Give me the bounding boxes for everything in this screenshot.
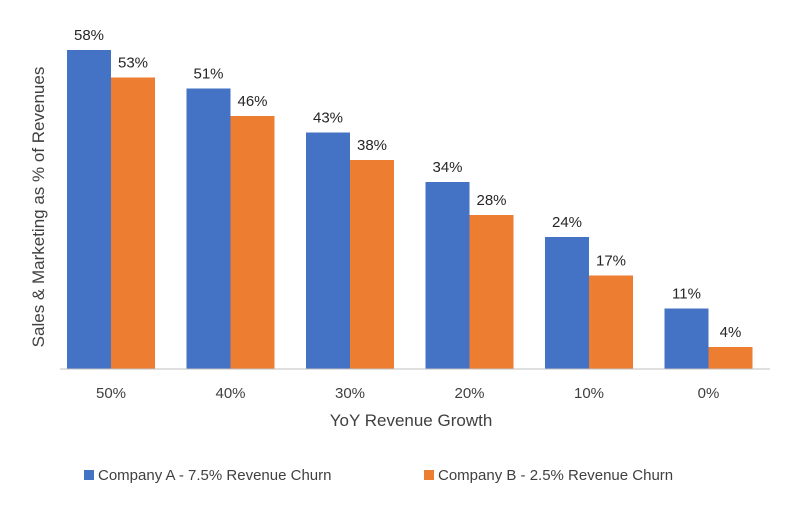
bar-s1-6 <box>664 308 709 369</box>
data-label-s2-1: 53% <box>118 55 148 72</box>
bar-s1-5 <box>545 237 589 369</box>
bar-s1-4 <box>425 182 470 369</box>
data-label-s2-3: 38% <box>357 137 387 154</box>
bar-s2-2 <box>230 116 275 369</box>
data-label-s2-5: 17% <box>596 253 626 270</box>
bar-s1-2 <box>186 88 231 369</box>
bar-s2-1 <box>111 77 155 369</box>
data-label-s1-5: 24% <box>552 214 582 231</box>
bar-s2-5 <box>589 275 633 369</box>
x-tick-label-3: 30% <box>335 385 365 402</box>
y-axis-title: Sales & Marketing as % of Revenues <box>29 67 48 348</box>
bar-s2-3 <box>350 160 394 369</box>
x-tick-label-2: 40% <box>215 385 245 402</box>
bar-s1-1 <box>67 50 111 369</box>
x-tick-label-5: 10% <box>574 385 604 402</box>
bar-s2-6 <box>708 347 753 369</box>
x-axis-title: YoY Revenue Growth <box>330 411 493 430</box>
bars-group <box>67 50 753 369</box>
x-tick-label-6: 0% <box>698 385 720 402</box>
x-tick-label-1: 50% <box>96 385 126 402</box>
data-label-s1-2: 51% <box>193 66 223 83</box>
legend-label-1: Company A - 7.5% Revenue Churn <box>98 467 331 484</box>
data-label-s2-4: 28% <box>476 192 506 209</box>
legend-label-2: Company B - 2.5% Revenue Churn <box>438 467 673 484</box>
data-label-s1-4: 34% <box>432 159 462 176</box>
bar-s1-3 <box>306 132 350 369</box>
x-tick-label-4: 20% <box>454 385 484 402</box>
data-label-s1-3: 43% <box>313 110 343 127</box>
legend-swatch-2 <box>424 470 434 480</box>
x-tick-labels-group: 50% 40% 30% 20% 10% 0% <box>96 385 719 402</box>
data-label-s1-1: 58% <box>74 27 104 44</box>
data-label-s1-6: 11% <box>672 286 701 303</box>
data-labels-group: 58% 53% 51% 46% 43% 38% 34% 28% 24% 17% 11% 4% <box>74 27 741 341</box>
bar-s2-4 <box>469 215 514 369</box>
data-label-s2-6: 4% <box>720 324 742 341</box>
legend: Company A - 7.5% Revenue Churn Company B … <box>84 467 673 484</box>
legend-swatch-1 <box>84 470 94 480</box>
data-label-s2-2: 46% <box>237 93 267 110</box>
